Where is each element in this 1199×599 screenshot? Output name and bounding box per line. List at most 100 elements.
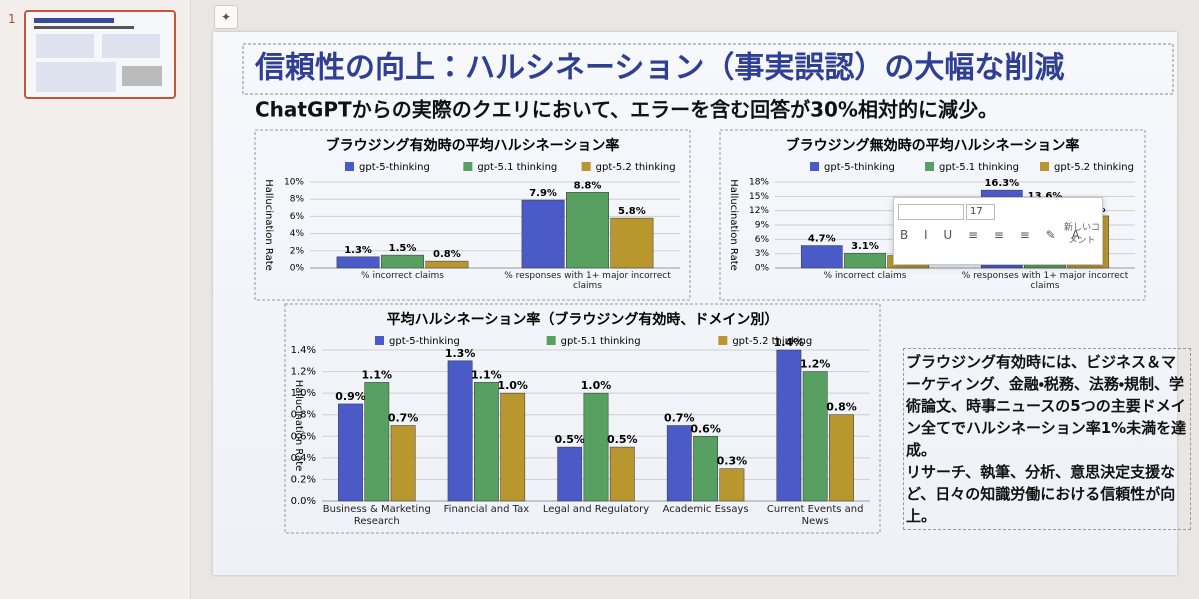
y-tick-label: 15% bbox=[749, 192, 769, 202]
chart-frame bbox=[719, 129, 1146, 301]
value-label: 0.8% bbox=[433, 249, 461, 260]
bar bbox=[557, 446, 583, 502]
y-tick-label: 6% bbox=[755, 235, 770, 245]
legend-swatch bbox=[810, 162, 819, 171]
value-label: 13.6% bbox=[1028, 191, 1063, 202]
thumb-title bbox=[34, 18, 114, 23]
bar bbox=[390, 425, 416, 502]
text-box[interactable]: ブラウジング有効時には、ビジネス＆マーケティング、金融・税務、法務・規制、学術論… bbox=[903, 348, 1191, 530]
x-tick-label-box: Academic Essays bbox=[663, 504, 749, 515]
thumb-subtitle bbox=[34, 26, 134, 29]
value-label: 1.0% bbox=[581, 379, 612, 392]
chart-title: ブラウジング無効時の平均ハルシネーション率 bbox=[786, 137, 1080, 154]
font-size-box[interactable]: 17 bbox=[966, 204, 995, 220]
legend-label: gpt-5-thinking bbox=[389, 336, 460, 347]
x-tick-label-box: Legal and Regulatory bbox=[542, 504, 650, 515]
value-label: 0.9% bbox=[335, 390, 366, 403]
value-label: 0.7% bbox=[388, 412, 419, 425]
bar bbox=[844, 252, 886, 269]
bar bbox=[776, 349, 802, 502]
legend-label: gpt-5-thinking bbox=[824, 162, 895, 173]
chart-title: ブラウジング有効時の平均ハルシネーション率 bbox=[326, 137, 620, 154]
bar bbox=[425, 260, 469, 269]
y-tick-label: 10% bbox=[284, 178, 304, 188]
value-label: 0.6% bbox=[690, 422, 721, 435]
slide-number: 1 bbox=[8, 12, 16, 26]
value-label: 1.4% bbox=[774, 336, 805, 349]
bar bbox=[609, 446, 635, 502]
font-name-box[interactable] bbox=[898, 204, 964, 220]
chart-frame bbox=[254, 129, 691, 301]
y-tick-label: 0% bbox=[755, 264, 770, 274]
y-tick-label: 3% bbox=[755, 249, 770, 259]
x-tick-label-box: Current Events and News bbox=[767, 504, 864, 527]
x-tick-label: % responses with 1+ major incorrect clai… bbox=[504, 271, 671, 292]
legend-swatch bbox=[345, 162, 354, 171]
new-comment-button[interactable]: 新しいコメント bbox=[1064, 223, 1101, 246]
designer-button[interactable]: ✦ bbox=[214, 5, 238, 29]
bar bbox=[338, 403, 363, 502]
format-buttons[interactable]: B I U ≡ ≡ ≡ ✎ A bbox=[900, 228, 1086, 242]
x-tick-label: Legal and Regulatory bbox=[542, 504, 650, 515]
value-label: 0.7% bbox=[664, 412, 695, 425]
chart-frame bbox=[284, 303, 881, 534]
value-label: 3.1% bbox=[851, 241, 879, 252]
x-tick-label-box: % responses with 1+ major incorrect clai… bbox=[961, 271, 1129, 292]
legend-swatch bbox=[375, 336, 384, 345]
chart-title: 平均ハルシネーション率（ブラウジング有効時、ドメイン別） bbox=[387, 311, 779, 328]
y-tick-label: 4% bbox=[290, 229, 305, 239]
y-tick-label: 1.0% bbox=[291, 388, 316, 399]
y-tick-label: 1.2% bbox=[291, 367, 316, 378]
x-tick-label-box: % incorrect claims bbox=[823, 271, 907, 281]
bar bbox=[364, 382, 390, 502]
bar bbox=[521, 199, 565, 269]
x-tick-label-box: Financial and Tax bbox=[443, 504, 530, 515]
x-tick-label-box: Business & Marketing Research bbox=[322, 504, 431, 527]
value-label: 0.5% bbox=[607, 433, 638, 446]
value-label: 1.5% bbox=[389, 243, 417, 254]
bar bbox=[566, 192, 609, 269]
y-tick-label: 9% bbox=[755, 221, 770, 231]
slide-subtitle: ChatGPTからの実際のクエリにおいて、エラーを含む回答が30%相対的に減少。 bbox=[255, 98, 998, 122]
y-tick-label: 12% bbox=[749, 206, 769, 216]
x-tick-label-box: % incorrect claims bbox=[361, 271, 444, 281]
thumb-text bbox=[122, 66, 162, 86]
legend-label: gpt-5-thinking bbox=[359, 162, 430, 173]
value-label: 5.8% bbox=[618, 206, 646, 217]
x-tick-label: % incorrect claims bbox=[823, 271, 907, 281]
y-tick-label: 1.4% bbox=[291, 345, 316, 356]
value-label: 1.0% bbox=[497, 379, 528, 392]
value-label: 1.1% bbox=[362, 368, 393, 381]
mini-toolbar: 17 B I U ≡ ≡ ≡ ✎ A 新しいコメント bbox=[893, 197, 1103, 265]
slide-title: 信頼性の向上：ハルシネーション（事実誤認）の大幅な削減 bbox=[254, 51, 1064, 86]
slide-thumbnail[interactable] bbox=[24, 10, 176, 99]
y-tick-label: 0% bbox=[290, 264, 305, 274]
x-tick-label: % responses with 1+ major incorrect clai… bbox=[961, 271, 1129, 292]
bar bbox=[719, 468, 745, 502]
y-tick-label: 0.0% bbox=[291, 496, 316, 507]
x-tick-label: Financial and Tax bbox=[443, 504, 530, 515]
paragraph: ブラウジング有効時には、ビジネス＆マーケティング、金融・税務、法務・規制、学術論… bbox=[906, 353, 1187, 459]
x-tick-label: % incorrect claims bbox=[361, 271, 444, 281]
paragraph: リサーチ、執筆、分析、意思決定支援など、日々の知識労働における信頼性が向上。 bbox=[906, 463, 1176, 525]
title-placeholder bbox=[242, 43, 1174, 95]
bar bbox=[610, 217, 654, 269]
legend-label: gpt-5.2 thinking bbox=[1054, 162, 1134, 173]
thumbnail-pane: 1 bbox=[0, 0, 191, 599]
y-tick-label: 0.8% bbox=[291, 410, 316, 421]
bar bbox=[802, 371, 828, 502]
legend-swatch bbox=[581, 162, 591, 171]
value-label: 16.3% bbox=[984, 178, 1019, 189]
y-tick-label: 18% bbox=[749, 178, 769, 188]
value-label: 0.8% bbox=[826, 401, 857, 414]
bar bbox=[693, 436, 719, 502]
bar bbox=[666, 425, 692, 502]
bar bbox=[336, 256, 380, 269]
y-tick-label: 0.4% bbox=[291, 453, 316, 464]
legend-swatch bbox=[463, 162, 473, 171]
y-tick-label: 6% bbox=[290, 212, 305, 222]
x-tick-label: Business & Marketing Research bbox=[322, 504, 431, 527]
value-label: 7.9% bbox=[529, 188, 557, 199]
